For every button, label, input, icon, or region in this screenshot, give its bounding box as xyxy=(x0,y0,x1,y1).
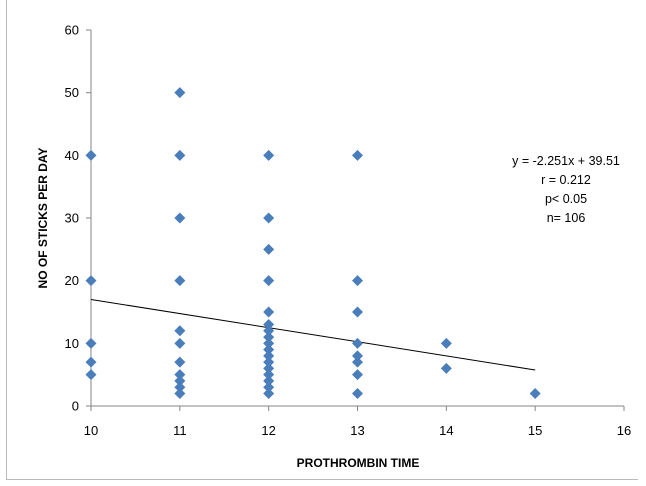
y-tick-label: 60 xyxy=(65,23,79,38)
y-tick-label: 30 xyxy=(65,211,79,226)
x-tick-label: 11 xyxy=(173,423,187,438)
data-point xyxy=(174,337,186,349)
y-tick-label: 20 xyxy=(65,273,79,288)
regression-annotation: y = -2.251x + 39.51 r = 0.212 p< 0.05 n=… xyxy=(512,154,620,225)
data-point xyxy=(174,381,186,393)
data-point xyxy=(440,362,452,374)
data-point xyxy=(352,369,363,381)
data-point xyxy=(85,337,97,349)
x-tick-label: 15 xyxy=(528,423,542,438)
data-point xyxy=(263,375,275,387)
data-point xyxy=(263,331,275,343)
trendline-group xyxy=(90,298,536,371)
data-point xyxy=(263,387,275,399)
data-point xyxy=(352,356,363,368)
data-point xyxy=(263,325,275,337)
data-point xyxy=(174,87,186,99)
data-point xyxy=(174,212,186,224)
tick-labels: 0 10 20 30 40 50 60 10 11 12 13 14 15 16 xyxy=(65,23,632,439)
data-points xyxy=(85,87,541,399)
data-point xyxy=(263,212,275,224)
data-point xyxy=(440,337,452,349)
data-point xyxy=(263,344,275,356)
x-tick-label: 14 xyxy=(439,423,453,438)
x-axis-title: PROTHROMBIN TIME xyxy=(297,456,420,470)
data-point xyxy=(352,306,363,318)
data-point xyxy=(263,362,275,374)
data-point xyxy=(174,275,186,287)
data-point xyxy=(85,149,97,161)
x-tick-label: 12 xyxy=(261,423,275,438)
data-point xyxy=(263,243,275,255)
data-point xyxy=(263,350,275,362)
data-point xyxy=(352,149,363,161)
data-point xyxy=(263,337,275,349)
y-tick-label: 0 xyxy=(72,399,79,414)
y-tick-label: 10 xyxy=(65,336,79,351)
trendline xyxy=(90,298,536,371)
chart-frame xyxy=(6,0,638,480)
data-point xyxy=(352,275,363,287)
y-tick-label: 40 xyxy=(65,148,79,163)
data-point xyxy=(263,275,275,287)
data-point xyxy=(263,356,275,368)
data-point xyxy=(85,369,97,381)
data-point xyxy=(263,381,275,393)
n-value-label: n= 106 xyxy=(547,211,586,225)
data-point xyxy=(352,337,363,349)
y-axis-title: NO OF STICKS PER DAY xyxy=(36,148,50,289)
x-tick-label: 10 xyxy=(84,423,98,438)
equation-label: y = -2.251x + 39.51 xyxy=(512,154,620,168)
data-point xyxy=(263,319,275,331)
x-tick-label: 16 xyxy=(617,423,631,438)
data-point xyxy=(85,275,97,287)
data-point xyxy=(352,350,363,362)
r-value-label: r = 0.212 xyxy=(541,173,591,187)
data-point xyxy=(263,149,275,161)
data-point xyxy=(85,356,97,368)
data-point xyxy=(352,387,363,399)
data-point xyxy=(174,325,186,337)
data-point xyxy=(263,369,275,381)
data-point xyxy=(529,387,541,399)
y-tick-label: 50 xyxy=(65,85,79,100)
data-point xyxy=(174,356,186,368)
data-point xyxy=(174,387,186,399)
p-value-label: p< 0.05 xyxy=(545,192,587,206)
data-point xyxy=(263,306,275,318)
data-point xyxy=(174,369,186,381)
x-tick-label: 13 xyxy=(350,423,364,438)
data-point xyxy=(174,375,186,387)
data-point xyxy=(174,149,186,161)
